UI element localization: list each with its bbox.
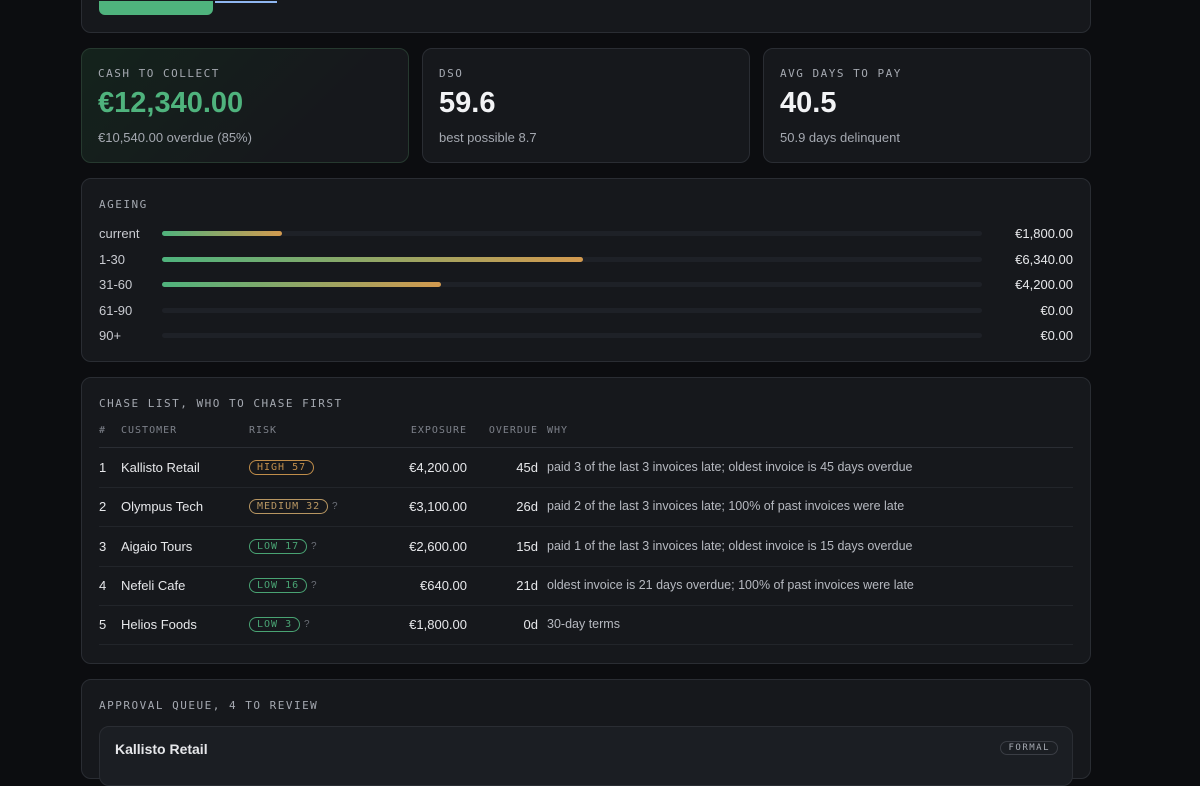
risk-badge: LOW 3 bbox=[249, 617, 301, 633]
column-header: # bbox=[99, 425, 107, 436]
why: paid 3 of the last 3 invoices late; olde… bbox=[547, 460, 913, 474]
kpi-card: CASH TO COLLECT €12,340.00 €10,540.00 over… bbox=[81, 48, 409, 163]
why: 30-day terms bbox=[547, 617, 620, 632]
risk-badge: HIGH 57 bbox=[249, 460, 315, 475]
bar-track bbox=[162, 231, 982, 236]
ageing-bar bbox=[162, 256, 584, 262]
risk-badge: LOW 16 bbox=[249, 577, 308, 593]
kpi-label: DSO bbox=[439, 67, 464, 80]
tab-indicator bbox=[215, 1, 277, 3]
why: oldest invoice is 21 days overdue; 100% … bbox=[547, 577, 914, 592]
why: paid 2 of the last 3 invoices late; 100%… bbox=[547, 499, 905, 514]
column-header: EXPOSURE bbox=[410, 425, 467, 436]
divider bbox=[99, 644, 1073, 646]
exposure: €1,800.00 bbox=[409, 617, 467, 633]
bar-track bbox=[162, 307, 982, 313]
customer: Helios Foods bbox=[121, 617, 197, 633]
rank: 2 bbox=[99, 499, 107, 515]
column-header: OVERDUE bbox=[488, 425, 538, 436]
kpi-label: AVG DAYS TO PAY bbox=[780, 67, 902, 80]
page: CASH TO COLLECT €12,340.00 €10,540.00 over… bbox=[81, 0, 1091, 786]
section-title: CHASE LIST, WHO TO CHASE FIRST bbox=[99, 397, 343, 410]
bucket-label: 61-90 bbox=[99, 302, 133, 318]
kpi-value: 40.5 bbox=[780, 87, 837, 119]
kpi-card: DSO 59.6 best possible 8.7 bbox=[422, 48, 750, 163]
bar-track bbox=[162, 282, 982, 287]
kpi-value: €12,340.00 bbox=[98, 87, 244, 119]
amount-label: €6,340.00 bbox=[1015, 251, 1073, 267]
risk-badge: LOW 17 bbox=[249, 538, 308, 554]
overdue: 45d bbox=[516, 460, 538, 475]
overdue: 15d bbox=[516, 538, 538, 554]
kpi-note: best possible 8.7 bbox=[439, 130, 537, 145]
divider bbox=[99, 565, 1073, 567]
button[interactable] bbox=[99, 1, 213, 15]
bucket-label: 90+ bbox=[99, 328, 122, 343]
bucket-label: 31-60 bbox=[99, 277, 133, 292]
column-header: WHY bbox=[547, 425, 569, 436]
approval-item[interactable]: Kallisto Retail FORMAL bbox=[99, 726, 1073, 786]
divider bbox=[99, 487, 1073, 488]
kpi-value: 59.6 bbox=[439, 87, 496, 119]
ageing-bar bbox=[162, 282, 442, 287]
risk-hint[interactable]: ? bbox=[311, 540, 317, 552]
section-title: APPROVAL QUEUE, 4 TO REVIEW bbox=[99, 699, 319, 712]
customer: Kallisto Retail bbox=[115, 741, 208, 757]
divider bbox=[99, 526, 1073, 528]
exposure: €640.00 bbox=[420, 577, 467, 593]
ageing-card: AGEING current €1,800.00 1-30 €6,340.00 31-6… bbox=[81, 178, 1091, 362]
rank: 1 bbox=[99, 460, 107, 475]
divider bbox=[99, 604, 1073, 606]
section-title: AGEING bbox=[99, 198, 148, 211]
approval-card: APPROVAL QUEUE, 4 TO REVIEW Kallisto Ret… bbox=[81, 679, 1091, 786]
column-header: CUSTOMER bbox=[121, 425, 178, 436]
exposure: €4,200.00 bbox=[409, 460, 467, 475]
kpi-card: AVG DAYS TO PAY 40.5 50.9 days delinquent bbox=[763, 48, 1091, 163]
risk-badge: MEDIUM 32 bbox=[249, 499, 329, 515]
rank: 4 bbox=[99, 577, 107, 593]
amount-label: €0.00 bbox=[1040, 302, 1073, 318]
bucket-label: 1-30 bbox=[99, 251, 126, 267]
customer: Aigaio Tours bbox=[121, 538, 193, 554]
customer: Nefeli Cafe bbox=[121, 577, 186, 593]
divider bbox=[99, 447, 1073, 448]
overdue: 21d bbox=[516, 577, 538, 593]
risk-hint[interactable]: ? bbox=[311, 579, 317, 591]
top-card bbox=[81, 0, 1091, 33]
kpi-label: CASH TO COLLECT bbox=[98, 67, 220, 80]
risk-hint[interactable]: ? bbox=[332, 501, 338, 513]
exposure: €3,100.00 bbox=[409, 499, 467, 515]
overdue: 0d bbox=[523, 617, 538, 633]
customer: Olympus Tech bbox=[121, 499, 204, 515]
tone-badge: FORMAL bbox=[1000, 741, 1058, 755]
rank: 3 bbox=[99, 538, 107, 554]
exposure: €2,600.00 bbox=[409, 538, 467, 554]
ageing-bar bbox=[162, 231, 282, 236]
chase-card: CHASE LIST, WHO TO CHASE FIRST # CUSTOMER… bbox=[81, 377, 1091, 664]
kpi-note: 50.9 days delinquent bbox=[780, 130, 900, 145]
risk-hint[interactable]: ? bbox=[304, 619, 310, 631]
customer: Kallisto Retail bbox=[121, 460, 200, 475]
kpi-note: €10,540.00 overdue (85%) bbox=[98, 130, 252, 145]
bar-track bbox=[162, 333, 982, 338]
column-header: RISK bbox=[249, 425, 278, 436]
amount-label: €1,800.00 bbox=[1015, 226, 1073, 241]
why: paid 1 of the last 3 invoices late; olde… bbox=[547, 538, 913, 553]
amount-label: €4,200.00 bbox=[1015, 277, 1073, 292]
overdue: 26d bbox=[516, 499, 538, 515]
rank: 5 bbox=[99, 617, 107, 633]
bucket-label: current bbox=[99, 226, 140, 241]
amount-label: €0.00 bbox=[1040, 328, 1073, 343]
